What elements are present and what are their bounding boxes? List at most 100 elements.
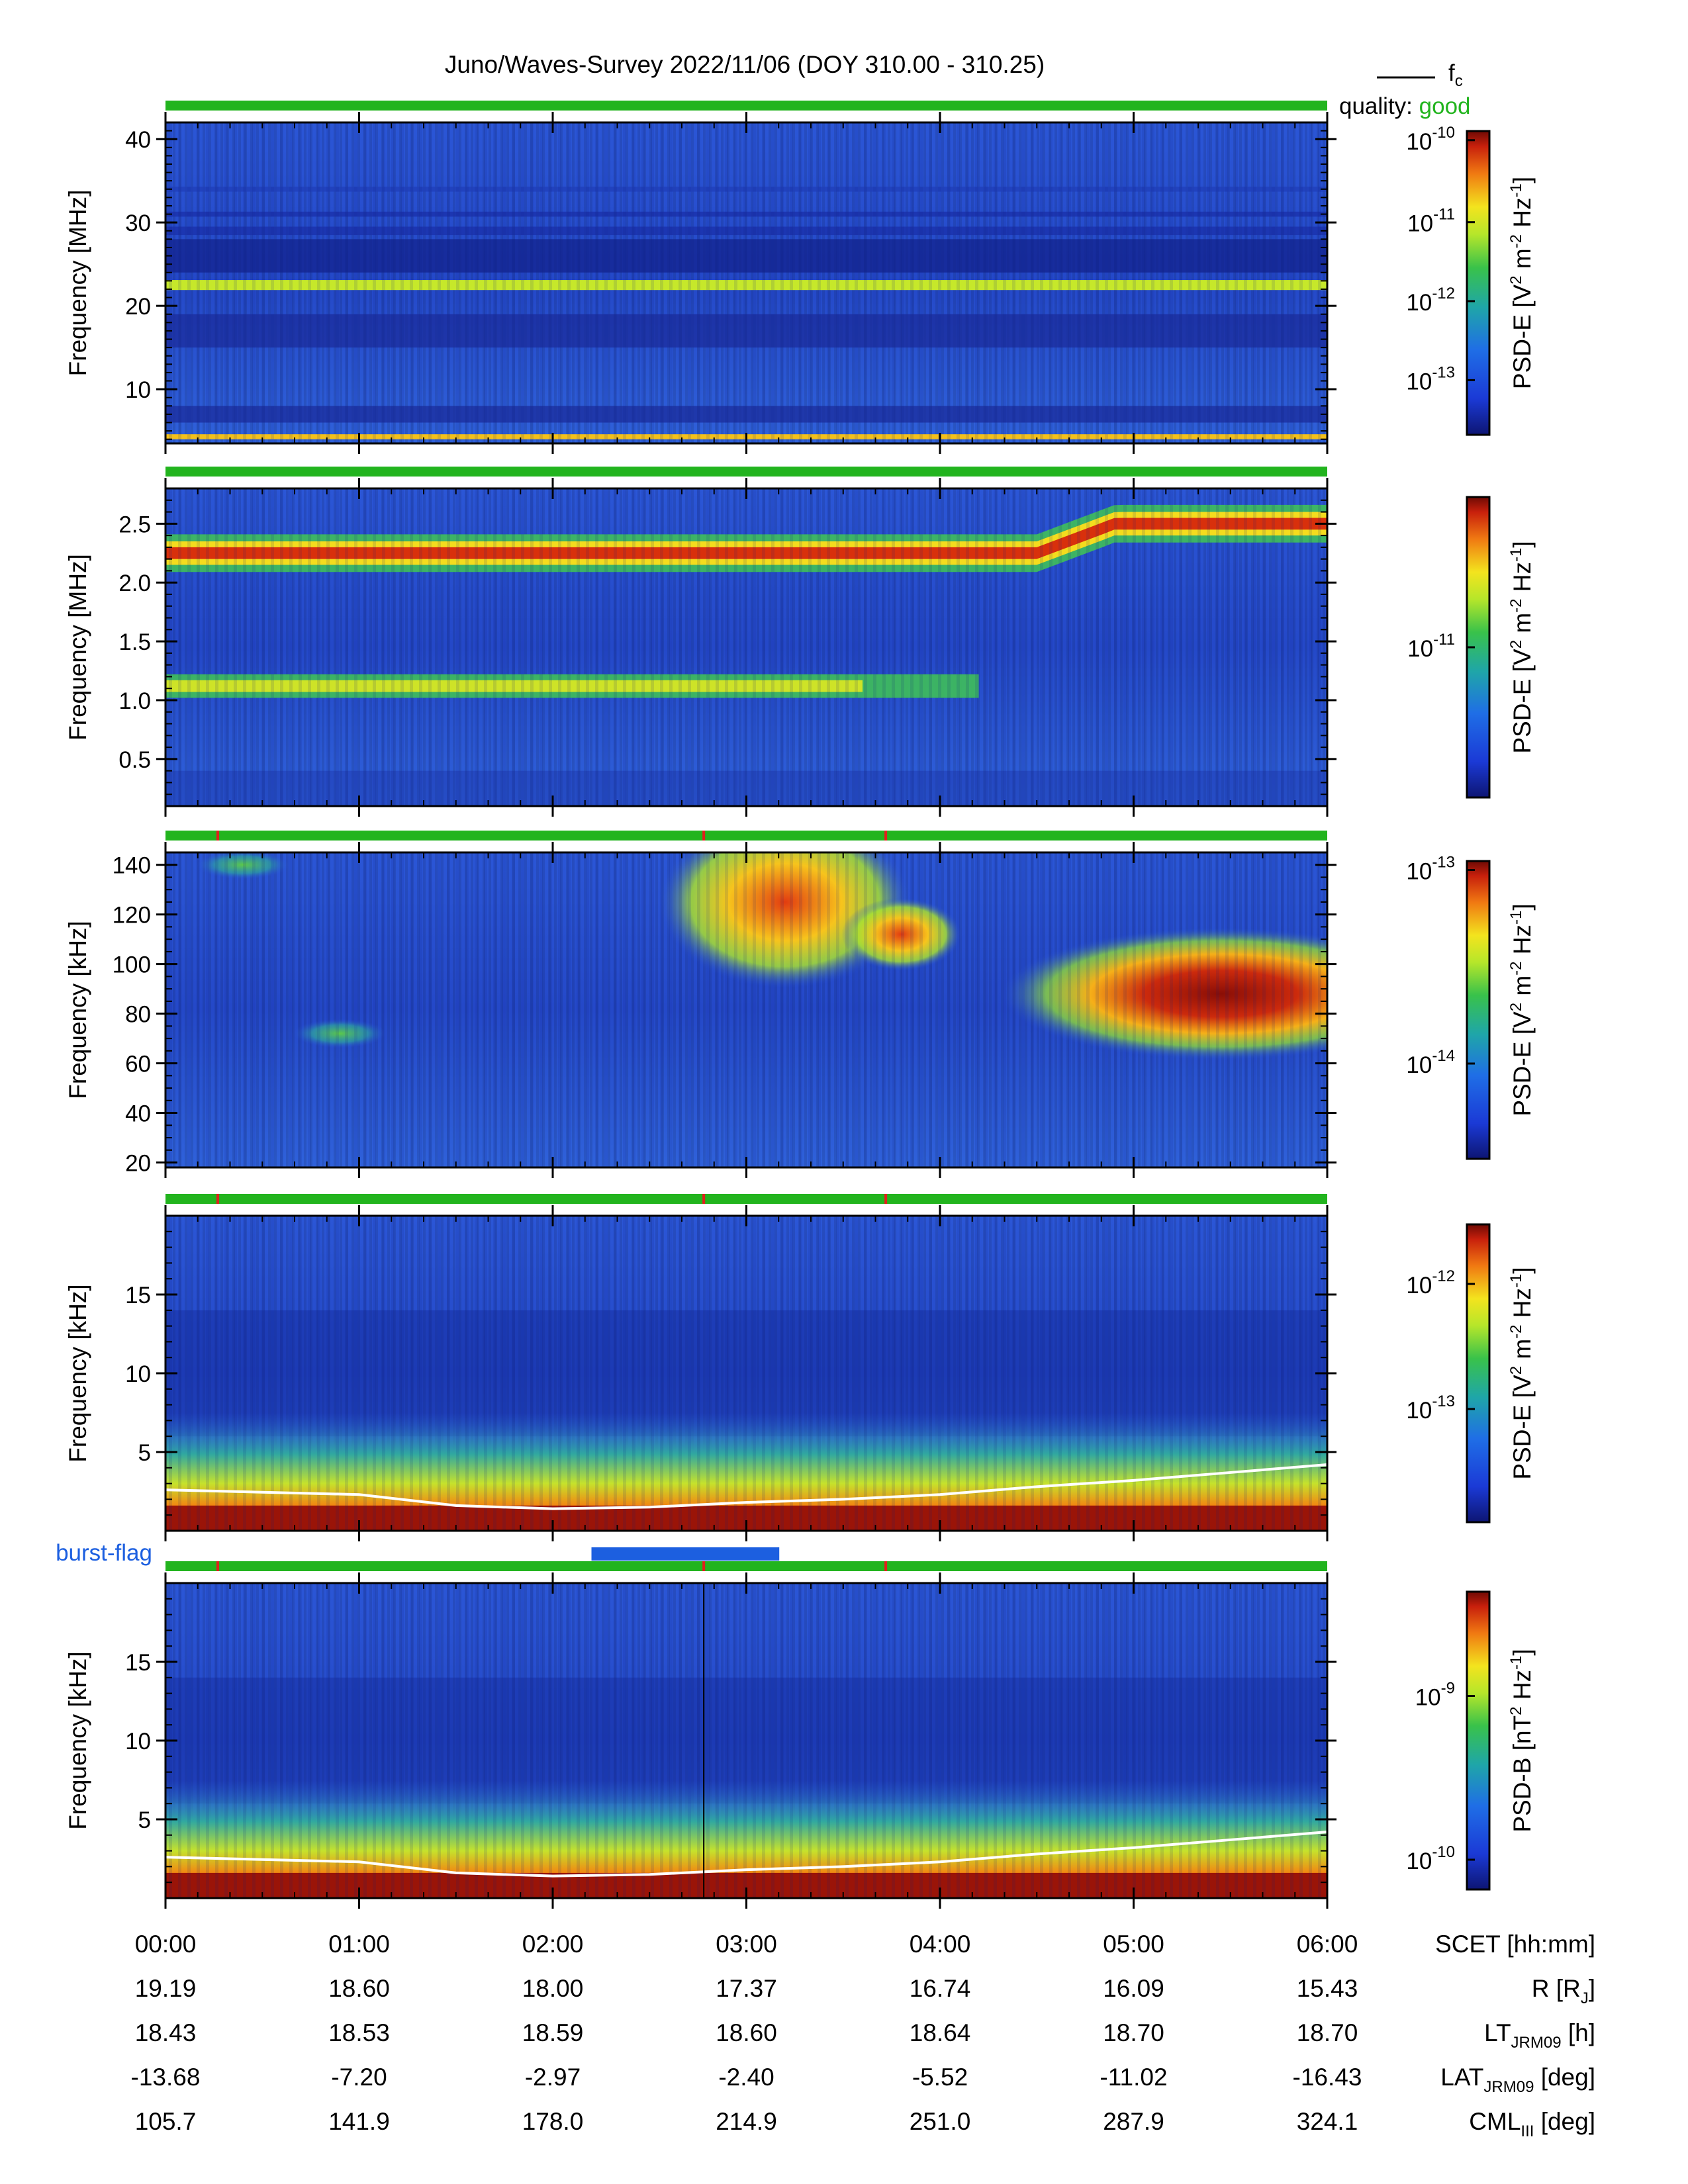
colorbar-tick-label: 10-11	[1407, 206, 1455, 237]
x-tick-label: 02:00	[522, 1931, 584, 1958]
panel-5: 5 10 15 Frequency [kHz] 10-9 10-10 PSD-B [nT2 …	[64, 1561, 1536, 1909]
y-tick-label: 10	[125, 1361, 151, 1387]
ephemeris-value: -5.52	[912, 2064, 968, 2091]
y-axis: 5 10 15	[125, 1215, 1336, 1531]
ephemeris-value: 17.37	[716, 1975, 777, 2002]
y-tick-label: 2.5	[118, 512, 151, 537]
quality-bar	[165, 831, 1327, 841]
spectrogram-5	[165, 1583, 1327, 1898]
spectrogram-4	[165, 1216, 1327, 1531]
colorbar-scale	[1466, 1223, 1491, 1524]
ephemeris-value: 287.9	[1103, 2108, 1164, 2135]
quality-bar	[165, 1561, 1327, 1571]
panel-2: 0.5 1.0 1.5 2.0 2.5 Frequency [MHz] 10-11 PSD-E…	[64, 467, 1536, 817]
colorbar-tick-label: 10-12	[1406, 1267, 1455, 1298]
ephemeris-label: LTJRM09 [h]	[1484, 2019, 1595, 2052]
y-tick-label: 5	[138, 1440, 151, 1466]
quality-bar	[165, 1194, 1327, 1204]
ephemeris-value: 18.00	[522, 1975, 584, 2002]
colorbar-3: 10-13 10-14 PSD-E [V2 m-2 Hz-1]	[1406, 854, 1536, 1160]
y-tick-label: 40	[125, 1101, 151, 1127]
y-axis: 20 40 60 80 100 120 140	[113, 852, 1336, 1177]
quality-marker	[216, 1194, 219, 1204]
colorbar-4: 10-12 10-13 PSD-E [V2 m-2 Hz-1]	[1406, 1223, 1536, 1524]
ephemeris-value: 18.53	[328, 2019, 390, 2046]
ephemeris-value: -2.97	[525, 2064, 581, 2091]
figure-title: Juno/Waves-Survey 2022/11/06 (DOY 310.00…	[445, 51, 1045, 78]
y-tick-label: 15	[125, 1650, 151, 1676]
y-tick-label: 15	[125, 1283, 151, 1308]
y-tick-label: 30	[125, 210, 151, 236]
spectrogram-texture	[165, 852, 1327, 1167]
quality-marker	[702, 1561, 706, 1571]
y-tick-label: 140	[113, 853, 151, 879]
y-tick-label: 40	[125, 127, 151, 153]
y-tick-label: 60	[125, 1052, 151, 1077]
ephemeris-value: 18.70	[1103, 2019, 1164, 2046]
quality-marker	[884, 1194, 888, 1204]
y-axis-label: Frequency [kHz]	[64, 1284, 91, 1462]
quality-marker	[884, 831, 888, 841]
spectrogram-texture	[165, 1216, 1327, 1531]
ephemeris-value: 324.1	[1297, 2108, 1358, 2135]
ephemeris-value: 19.19	[135, 1975, 197, 2002]
panel-1: 10 20 30 40 Frequency [MHz] 10-1010-1110-1210…	[64, 101, 1536, 454]
colorbar-scale	[1466, 130, 1491, 436]
quality-bar	[165, 101, 1327, 111]
y-axis-label: Frequency [MHz]	[64, 190, 91, 377]
x-axis	[164, 112, 1329, 454]
x-axis	[164, 478, 1329, 817]
ephemeris-value: 251.0	[910, 2108, 971, 2135]
ephemeris-value: 18.64	[910, 2019, 971, 2046]
burst-flag-label: burst-flag	[56, 1540, 152, 1566]
colorbar-tick-label: 10-14	[1406, 1047, 1455, 1078]
y-tick-label: 1.5	[118, 629, 151, 655]
ephemeris-label: SCET [hh:mm]	[1435, 1931, 1595, 1958]
x-tick-label: 05:00	[1103, 1931, 1164, 1958]
ephemeris-value: -16.43	[1293, 2064, 1362, 2091]
panel-4: 5 10 15 Frequency [kHz] 10-12 10-13 PSD-E [V2 …	[64, 1194, 1536, 1541]
spectrogram-1	[165, 122, 1327, 443]
ephemeris-value: 105.7	[135, 2108, 197, 2135]
fc-legend-label: fc	[1448, 60, 1463, 90]
colorbar-5: 10-9 10-10 PSD-B [nT2 Hz-1]	[1406, 1590, 1536, 1891]
x-axis	[164, 1572, 1329, 1909]
ephemeris-label: CMLIII [deg]	[1469, 2108, 1595, 2140]
y-axis-label: Frequency [MHz]	[64, 554, 91, 741]
x-tick-label: 04:00	[910, 1931, 971, 1958]
quality-bar	[165, 467, 1327, 477]
y-tick-label: 20	[125, 294, 151, 320]
spectrogram-3	[165, 852, 1327, 1167]
ephemeris-label: LATJRM09 [deg]	[1440, 2064, 1595, 2096]
colorbar-label: PSD-B [nT2 Hz-1]	[1507, 1649, 1536, 1832]
spectrogram-texture	[165, 488, 1327, 806]
y-tick-label: 10	[125, 377, 151, 403]
ephemeris-value: 18.60	[716, 2019, 777, 2046]
quality-legend: quality: good	[1339, 93, 1471, 119]
ephemeris-value: -11.02	[1100, 2064, 1167, 2091]
colorbar-tick-label: 10-13	[1406, 363, 1455, 394]
ephemeris-label: R [RJ]	[1532, 1975, 1595, 2007]
ephemeris-value: -13.68	[131, 2064, 201, 2091]
ephemeris-value: 178.0	[522, 2108, 584, 2135]
colorbar-1: 10-10 10-11 10-12 10-13 PSD-E [V2 m-2 Hz-1]	[1406, 124, 1536, 436]
y-tick-label: 120	[113, 903, 151, 929]
ephemeris-value: 18.60	[328, 1975, 390, 2002]
x-axis	[164, 1205, 1329, 1541]
quality-marker	[702, 831, 706, 841]
ephemeris-value: 16.74	[910, 1975, 971, 2002]
quality-marker	[216, 1561, 219, 1571]
y-tick-label: 20	[125, 1151, 151, 1177]
quality-marker	[702, 1194, 706, 1204]
spectrogram-texture	[165, 122, 1327, 443]
y-tick-label: 2.0	[118, 570, 151, 596]
quality-marker	[884, 1561, 888, 1571]
x-tick-label: 03:00	[716, 1931, 777, 1958]
colorbar-tick-label: 10-13	[1406, 854, 1455, 885]
colorbar-tick-label: 10-10	[1406, 1843, 1455, 1874]
colorbar-scale	[1466, 1590, 1491, 1891]
ephemeris-value: 18.59	[522, 2019, 584, 2046]
colorbar-scale	[1466, 860, 1491, 1160]
colorbar-tick-label: 10-9	[1415, 1680, 1455, 1711]
